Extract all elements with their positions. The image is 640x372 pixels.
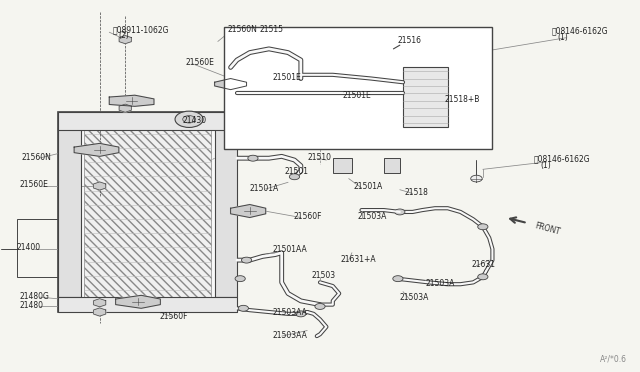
Text: (1): (1) <box>557 33 568 42</box>
Text: 21560F: 21560F <box>159 312 188 321</box>
Circle shape <box>225 81 236 87</box>
Circle shape <box>238 64 248 70</box>
Bar <box>58 112 237 312</box>
Text: 21510: 21510 <box>307 153 332 161</box>
Text: 21503AA: 21503AA <box>272 331 307 340</box>
Polygon shape <box>119 36 131 44</box>
Text: (1): (1) <box>540 161 551 170</box>
Text: 21503A: 21503A <box>426 279 455 288</box>
Text: 21503A: 21503A <box>400 294 429 302</box>
Text: 21501: 21501 <box>285 167 309 176</box>
Polygon shape <box>93 308 106 316</box>
Circle shape <box>477 224 488 230</box>
Bar <box>403 67 448 127</box>
Circle shape <box>248 155 258 161</box>
Text: 21501A: 21501A <box>250 185 279 193</box>
Circle shape <box>315 304 325 310</box>
Text: 21430: 21430 <box>182 116 207 125</box>
Circle shape <box>175 111 203 128</box>
Text: 21480: 21480 <box>20 301 44 310</box>
Text: 21400: 21400 <box>16 243 40 252</box>
Text: 21503: 21503 <box>312 271 336 280</box>
Polygon shape <box>230 205 266 218</box>
Circle shape <box>244 208 255 214</box>
Text: 21560N: 21560N <box>21 153 51 161</box>
Bar <box>58 127 81 297</box>
Text: 21501A: 21501A <box>353 182 383 191</box>
Bar <box>58 112 237 131</box>
Bar <box>214 127 237 297</box>
Bar <box>224 27 492 149</box>
Text: 21515: 21515 <box>259 25 284 34</box>
Circle shape <box>339 167 346 171</box>
Circle shape <box>132 298 144 305</box>
Text: 21518+B: 21518+B <box>445 95 480 104</box>
Text: Ⓢ08146-6162G: Ⓢ08146-6162G <box>534 155 591 164</box>
Circle shape <box>235 276 245 282</box>
Circle shape <box>390 46 401 52</box>
Circle shape <box>393 276 403 282</box>
Polygon shape <box>93 182 106 190</box>
Text: 21631: 21631 <box>472 260 496 269</box>
Circle shape <box>398 79 408 85</box>
Text: 21560N: 21560N <box>227 25 257 34</box>
Text: 21631+A: 21631+A <box>340 255 376 264</box>
Text: Ⓢ08146-6162G: Ⓢ08146-6162G <box>551 26 608 36</box>
Text: (2): (2) <box>119 31 129 41</box>
Circle shape <box>241 257 252 263</box>
Text: 21516: 21516 <box>398 36 422 45</box>
Text: 21480G: 21480G <box>20 292 50 301</box>
Polygon shape <box>214 78 246 90</box>
Bar <box>17 219 58 277</box>
Polygon shape <box>74 143 119 156</box>
Text: 21518: 21518 <box>405 188 429 197</box>
Circle shape <box>238 305 248 311</box>
Text: 21503AA: 21503AA <box>272 308 307 317</box>
Circle shape <box>296 311 306 317</box>
Circle shape <box>126 97 138 104</box>
Text: 21501E: 21501E <box>342 92 371 100</box>
Circle shape <box>260 90 271 96</box>
Bar <box>58 297 237 312</box>
Text: 21560F: 21560F <box>293 212 322 221</box>
Polygon shape <box>119 104 131 112</box>
Circle shape <box>182 116 195 123</box>
Circle shape <box>470 175 482 182</box>
Circle shape <box>477 274 488 280</box>
Text: 21560E: 21560E <box>20 180 49 189</box>
Circle shape <box>387 163 397 169</box>
Polygon shape <box>116 295 161 308</box>
Polygon shape <box>109 95 154 106</box>
Circle shape <box>289 174 300 180</box>
Text: 21503A: 21503A <box>357 212 387 221</box>
Text: 21560E: 21560E <box>186 58 215 67</box>
Text: 21501AA: 21501AA <box>272 245 307 254</box>
Circle shape <box>94 146 106 153</box>
Text: 21501E: 21501E <box>272 73 301 82</box>
Bar <box>333 158 352 173</box>
Polygon shape <box>93 299 106 307</box>
Bar <box>384 158 400 173</box>
Bar <box>84 127 211 297</box>
Text: A²/*0.6: A²/*0.6 <box>600 355 627 364</box>
Circle shape <box>395 209 405 215</box>
Text: FRONT: FRONT <box>534 221 561 236</box>
Circle shape <box>337 159 348 165</box>
Text: ⓝ08911-1062G: ⓝ08911-1062G <box>113 25 169 34</box>
